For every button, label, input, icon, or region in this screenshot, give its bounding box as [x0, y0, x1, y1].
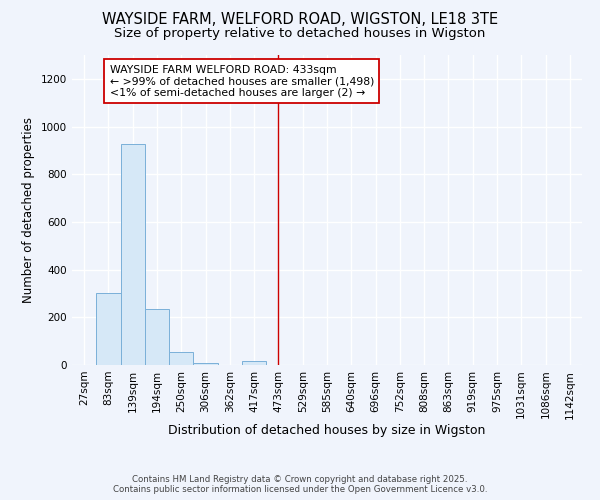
X-axis label: Distribution of detached houses by size in Wigston: Distribution of detached houses by size … — [169, 424, 485, 437]
Text: WAYSIDE FARM, WELFORD ROAD, WIGSTON, LE18 3TE: WAYSIDE FARM, WELFORD ROAD, WIGSTON, LE1… — [102, 12, 498, 28]
Y-axis label: Number of detached properties: Number of detached properties — [22, 117, 35, 303]
Text: Size of property relative to detached houses in Wigston: Size of property relative to detached ho… — [115, 28, 485, 40]
Bar — [242, 362, 266, 365]
Bar — [145, 309, 169, 365]
Bar — [193, 362, 218, 365]
Bar — [121, 144, 145, 365]
Text: WAYSIDE FARM WELFORD ROAD: 433sqm
← >99% of detached houses are smaller (1,498)
: WAYSIDE FARM WELFORD ROAD: 433sqm ← >99%… — [110, 64, 374, 98]
Text: Contains HM Land Registry data © Crown copyright and database right 2025.
Contai: Contains HM Land Registry data © Crown c… — [113, 474, 487, 494]
Bar — [169, 352, 193, 365]
Bar — [96, 294, 121, 365]
